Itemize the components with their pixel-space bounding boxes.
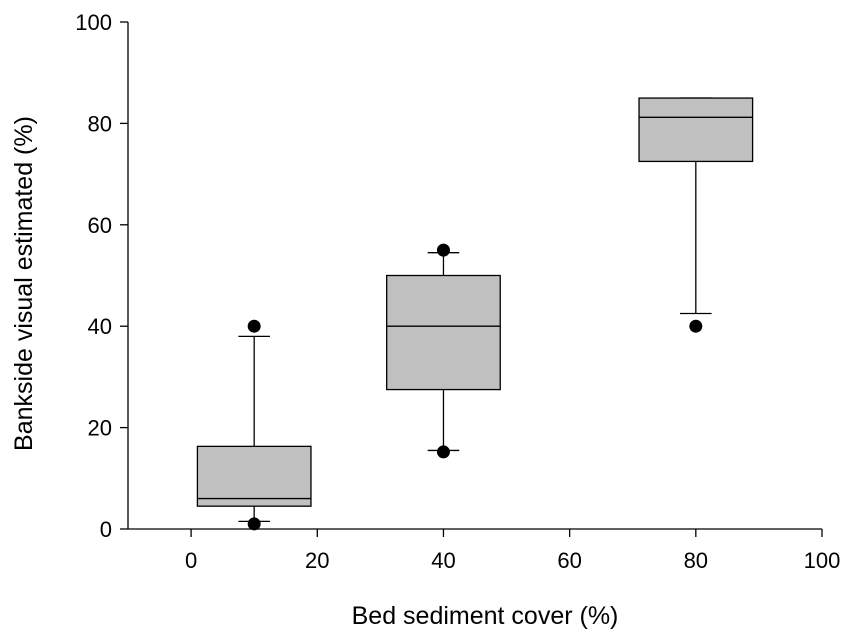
box-group [638, 97, 754, 333]
x-axis-title: Bed sediment cover (%) [352, 602, 619, 630]
axes-layer [127, 22, 822, 530]
y-axis-title: Bankside visual estimated (%) [10, 116, 38, 451]
x-axis-ticks: 0 20 40 60 80 100 [185, 529, 840, 573]
outlier-point [689, 319, 703, 333]
outlier-point [436, 243, 450, 257]
outlier-point [436, 445, 450, 459]
box [638, 97, 754, 163]
boxes-layer [196, 97, 754, 531]
box-group [386, 243, 501, 459]
y-tick-label: 100 [75, 10, 112, 35]
box [386, 274, 501, 391]
box-group [196, 319, 312, 531]
x-tick-label: 100 [804, 548, 841, 573]
y-tick-label: 20 [88, 416, 112, 441]
box [196, 445, 312, 507]
y-axis-ticks: 0 20 40 60 80 100 [75, 10, 128, 542]
x-tick-label: 0 [185, 548, 197, 573]
x-tick-label: 40 [431, 548, 455, 573]
x-tick-label: 20 [305, 548, 329, 573]
y-tick-label: 80 [88, 111, 112, 136]
y-tick-label: 40 [88, 314, 112, 339]
x-tick-label: 80 [684, 548, 708, 573]
outlier-point [247, 319, 261, 333]
outlier-point [247, 517, 261, 531]
y-tick-label: 60 [88, 213, 112, 238]
x-tick-label: 60 [557, 548, 581, 573]
y-tick-label: 0 [100, 517, 112, 542]
